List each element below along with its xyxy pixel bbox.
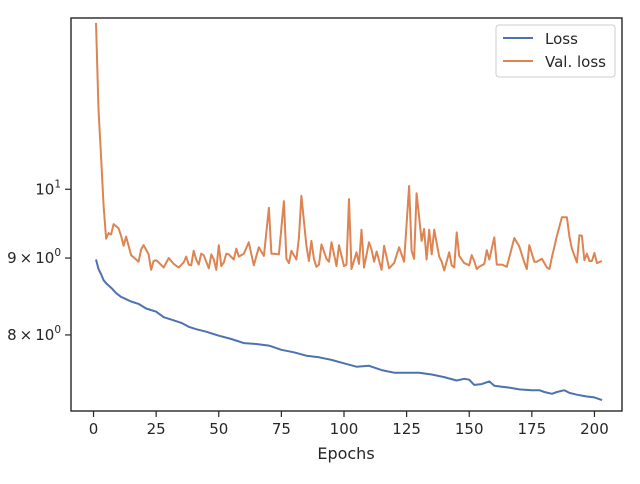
- y-tick-label: 101: [35, 178, 61, 198]
- x-tick-label: 50: [209, 420, 228, 438]
- x-tick-label: 25: [147, 420, 166, 438]
- legend: Loss Val. loss: [495, 24, 616, 78]
- x-tick-label: 125: [392, 420, 421, 438]
- x-axis: 0 25 50 75 100 125 150 175 200: [89, 411, 609, 438]
- series-line-loss: [95, 259, 603, 402]
- y-axis: 8 × 100 9 × 100 101: [7, 178, 71, 344]
- series-layer: [95, 22, 603, 402]
- x-tick-label: 75: [272, 420, 291, 438]
- y-tick-label: 8 × 100: [7, 324, 61, 344]
- legend-label-loss: Loss: [545, 30, 578, 48]
- x-tick-label: 100: [330, 420, 359, 438]
- x-tick-label: 200: [580, 420, 609, 438]
- y-tick-label: 9 × 100: [7, 247, 61, 267]
- series-line-val-loss: [95, 22, 603, 272]
- x-axis-label: Epochs: [317, 444, 374, 463]
- legend-label-val-loss: Val. loss: [545, 53, 606, 71]
- plot-background: [71, 18, 622, 411]
- x-tick-label: 175: [518, 420, 547, 438]
- x-tick-label: 150: [455, 420, 484, 438]
- plot-frame: [70, 17, 623, 412]
- x-tick-label: 0: [89, 420, 99, 438]
